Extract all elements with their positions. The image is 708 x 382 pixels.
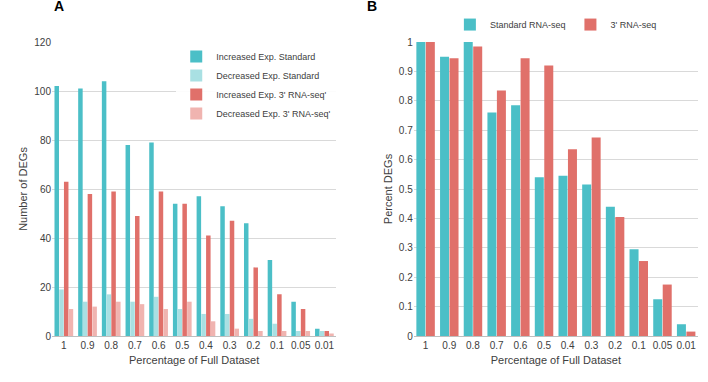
svg-text:0: 0 [45, 331, 51, 342]
svg-text:0.7: 0.7 [399, 125, 413, 136]
svg-text:80: 80 [40, 135, 52, 146]
svg-text:0.3: 0.3 [584, 340, 598, 351]
svg-text:0.5: 0.5 [537, 340, 551, 351]
svg-text:0.05: 0.05 [291, 340, 311, 351]
svg-text:120: 120 [34, 37, 51, 48]
svg-text:Decreased Exp. 3' RNA-seq': Decreased Exp. 3' RNA-seq' [216, 109, 330, 119]
svg-text:0.4: 0.4 [561, 340, 575, 351]
svg-text:0.6: 0.6 [399, 154, 413, 165]
svg-text:1: 1 [423, 340, 429, 351]
svg-text:0.8: 0.8 [466, 340, 480, 351]
svg-text:0.2: 0.2 [399, 272, 413, 283]
svg-text:0.4: 0.4 [199, 340, 213, 351]
svg-text:Percentage of Full Dataset: Percentage of Full Dataset [129, 354, 259, 366]
svg-text:Increased Exp. Standard: Increased Exp. Standard [216, 52, 315, 62]
svg-text:0.5: 0.5 [175, 340, 189, 351]
svg-text:Decreased Exp. Standard: Decreased Exp. Standard [216, 71, 319, 81]
svg-text:0.1: 0.1 [270, 340, 284, 351]
svg-text:Standard RNA-seq: Standard RNA-seq [490, 20, 566, 30]
svg-text:A: A [54, 0, 64, 14]
svg-text:0.9: 0.9 [442, 340, 456, 351]
svg-text:Percent DEGs: Percent DEGs [382, 153, 394, 224]
svg-text:0.01: 0.01 [315, 340, 335, 351]
svg-text:0.8: 0.8 [104, 340, 118, 351]
svg-text:Percentage of Full Dataset: Percentage of Full Dataset [491, 354, 621, 366]
svg-text:0.1: 0.1 [399, 301, 413, 312]
svg-text:B: B [367, 0, 377, 14]
svg-text:0.3: 0.3 [399, 242, 413, 253]
svg-text:0.05: 0.05 [653, 340, 673, 351]
svg-text:0.9: 0.9 [81, 340, 95, 351]
svg-text:0.6: 0.6 [513, 340, 527, 351]
svg-text:0.01: 0.01 [676, 340, 696, 351]
svg-text:60: 60 [40, 184, 52, 195]
svg-text:0: 0 [407, 331, 413, 342]
svg-text:Increased Exp. 3' RNA-seq': Increased Exp. 3' RNA-seq' [216, 90, 326, 100]
svg-text:0.9: 0.9 [399, 66, 413, 77]
svg-text:3' RNA-seq: 3' RNA-seq [610, 20, 656, 30]
svg-text:20: 20 [40, 282, 52, 293]
svg-text:0.4: 0.4 [399, 213, 413, 224]
svg-text:1: 1 [61, 340, 67, 351]
svg-text:0.7: 0.7 [490, 340, 504, 351]
svg-text:0.2: 0.2 [608, 340, 622, 351]
svg-text:0.2: 0.2 [246, 340, 260, 351]
svg-text:0.3: 0.3 [223, 340, 237, 351]
svg-text:1: 1 [407, 37, 413, 48]
svg-text:40: 40 [40, 233, 52, 244]
svg-text:0.8: 0.8 [399, 95, 413, 106]
svg-text:0.1: 0.1 [632, 340, 646, 351]
svg-text:0.6: 0.6 [152, 340, 166, 351]
svg-text:0.5: 0.5 [399, 184, 413, 195]
svg-text:Number of DEGs: Number of DEGs [17, 147, 29, 231]
svg-text:0.7: 0.7 [128, 340, 142, 351]
svg-text:100: 100 [34, 86, 51, 97]
